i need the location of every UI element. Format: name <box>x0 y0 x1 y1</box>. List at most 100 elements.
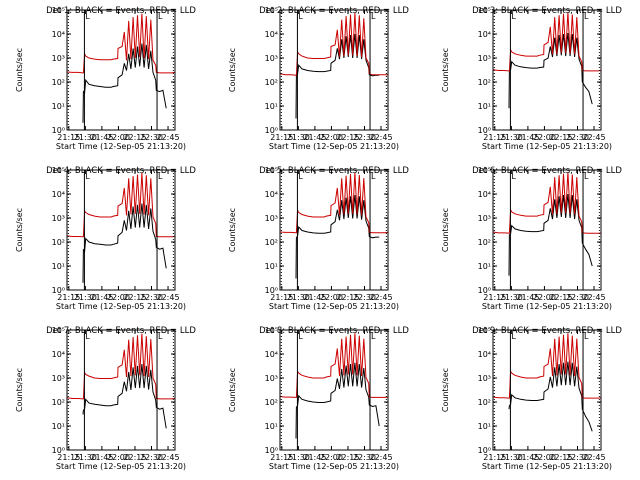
y-tick-label: 10⁵ <box>52 326 65 335</box>
y-tick-label: 10⁵ <box>265 166 278 175</box>
pass-marker-label: L <box>85 172 90 181</box>
x-tick-label: 22:00 <box>107 453 130 462</box>
x-axis-title: Start Time (12-Sep-05 21:13:20) <box>269 302 399 311</box>
y-tick-label: 10⁴ <box>265 30 278 39</box>
y-tick-label: 10² <box>478 398 491 407</box>
y-tick-label: 10⁵ <box>478 166 491 175</box>
y-tick-label: 10⁵ <box>265 326 278 335</box>
x-tick-label: 21:45 <box>90 293 113 302</box>
x-tick-label: 21:45 <box>90 453 113 462</box>
plot-frame <box>492 329 602 451</box>
x-tick-label: 21:15 <box>270 453 293 462</box>
x-tick-label: 22:45 <box>156 133 179 142</box>
pass-marker-label: L <box>511 12 516 21</box>
y-tick-label: 10³ <box>52 374 65 383</box>
x-tick-label: 22:45 <box>582 293 605 302</box>
y-tick-label: 10¹ <box>478 102 491 111</box>
y-tick-label: 10³ <box>265 54 278 63</box>
y-axis-title: Counts/sec <box>228 208 237 252</box>
y-tick-label: 10⁵ <box>478 6 491 15</box>
x-tick-label: 21:30 <box>500 293 523 302</box>
panel-title: Det 4: BLACK = Events, RED = LLD <box>46 166 196 176</box>
y-tick-label: 10⁴ <box>52 350 65 359</box>
panel-det-3: L L 10⁰ 10¹ 10² 10³ 10⁴ 10⁵ 21:1521:3021:4522:00… <box>441 6 622 151</box>
y-axis-title: Counts/sec <box>15 208 24 252</box>
pass-marker-label: L <box>584 12 589 21</box>
pass-marker-label: L <box>85 12 90 21</box>
x-axis-title: Start Time (12-Sep-05 21:13:20) <box>482 302 612 311</box>
y-tick-label: 10⁴ <box>265 350 278 359</box>
panel-det-8: L L 10⁰ 10¹ 10² 10³ 10⁴ 10⁵ 21:1521:3021:4522:00… <box>228 326 409 471</box>
y-tick-label: 10¹ <box>52 262 65 271</box>
x-tick-label: 22:15 <box>549 453 572 462</box>
x-tick-label: 21:45 <box>516 293 539 302</box>
y-tick-label: 10² <box>478 238 491 247</box>
x-tick-label: 22:30 <box>140 453 163 462</box>
x-tick-label: 22:00 <box>320 453 343 462</box>
pass-marker-label: L <box>584 172 589 181</box>
pass-marker-label: L <box>158 332 163 341</box>
x-tick-label: 22:15 <box>336 133 359 142</box>
y-tick-label: 10² <box>265 398 278 407</box>
y-tick-label: 10¹ <box>478 422 491 431</box>
x-tick-label: 21:45 <box>303 293 326 302</box>
x-tick-label: 22:30 <box>140 133 163 142</box>
y-tick-label: 10⁵ <box>52 6 65 15</box>
x-tick-label: 22:15 <box>123 293 146 302</box>
x-tick-label: 21:30 <box>74 133 97 142</box>
x-tick-label: 22:00 <box>533 453 556 462</box>
y-tick-label: 10⁰ <box>52 446 65 455</box>
pass-marker-label: L <box>371 332 376 341</box>
plot-frame <box>492 9 602 131</box>
x-tick-label: 22:45 <box>156 293 179 302</box>
pass-marker-label: L <box>371 12 376 21</box>
panel-det-9: L L 10⁰ 10¹ 10² 10³ 10⁴ 10⁵ 21:1521:3021:4522:00… <box>441 326 622 471</box>
x-tick-label: 21:15 <box>57 453 80 462</box>
y-tick-label: 10³ <box>52 54 65 63</box>
x-tick-label: 21:45 <box>303 133 326 142</box>
y-tick-label: 10² <box>265 238 278 247</box>
y-tick-label: 10⁰ <box>265 286 278 295</box>
y-tick-label: 10² <box>52 78 65 87</box>
x-tick-label: 22:15 <box>336 453 359 462</box>
pass-marker-label: L <box>298 172 303 181</box>
y-axis-title: Counts/sec <box>15 48 24 92</box>
x-tick-label: 22:30 <box>566 133 589 142</box>
x-tick-label: 22:45 <box>369 453 392 462</box>
y-tick-label: 10⁰ <box>478 446 491 455</box>
x-tick-label: 22:45 <box>582 453 605 462</box>
x-tick-label: 22:00 <box>107 293 130 302</box>
x-tick-label: 22:30 <box>353 293 376 302</box>
y-tick-label: 10¹ <box>265 102 278 111</box>
y-tick-label: 10² <box>265 78 278 87</box>
pass-marker-label: L <box>511 332 516 341</box>
panel-title: Det 3: BLACK = Events, RED = LLD <box>472 6 622 16</box>
x-tick-label: 21:45 <box>516 133 539 142</box>
y-tick-label: 10⁵ <box>265 6 278 15</box>
x-tick-label: 21:30 <box>500 453 523 462</box>
panel-title: Det 6: BLACK = Events, RED = LLD <box>472 166 622 176</box>
series-line-events <box>508 193 593 276</box>
series-line-lld <box>279 172 389 234</box>
x-tick-label: 21:30 <box>74 293 97 302</box>
y-tick-label: 10⁴ <box>478 350 491 359</box>
y-tick-label: 10² <box>52 398 65 407</box>
x-tick-label: 22:45 <box>369 293 392 302</box>
x-tick-label: 21:30 <box>287 133 310 142</box>
x-tick-label: 22:45 <box>156 453 179 462</box>
panel-det-2: L L 10⁰ 10¹ 10² 10³ 10⁴ 10⁵ 21:1521:3021:4522:00… <box>228 6 409 151</box>
y-tick-label: 10⁴ <box>478 30 491 39</box>
plot-frame <box>66 9 176 131</box>
panel-det-5: L L 10⁰ 10¹ 10² 10³ 10⁴ 10⁵ 21:1521:3021:4522:00… <box>228 166 409 311</box>
pass-marker-label: L <box>158 172 163 181</box>
x-tick-label: 21:30 <box>287 293 310 302</box>
x-tick-label: 22:00 <box>320 293 343 302</box>
y-axis-title: Counts/sec <box>228 48 237 92</box>
y-tick-label: 10³ <box>478 54 491 63</box>
y-tick-label: 10⁴ <box>52 30 65 39</box>
x-tick-label: 21:30 <box>74 453 97 462</box>
x-tick-label: 21:30 <box>500 133 523 142</box>
x-tick-label: 22:30 <box>566 453 589 462</box>
series-line-lld <box>492 333 602 399</box>
plot-frame <box>279 329 389 451</box>
